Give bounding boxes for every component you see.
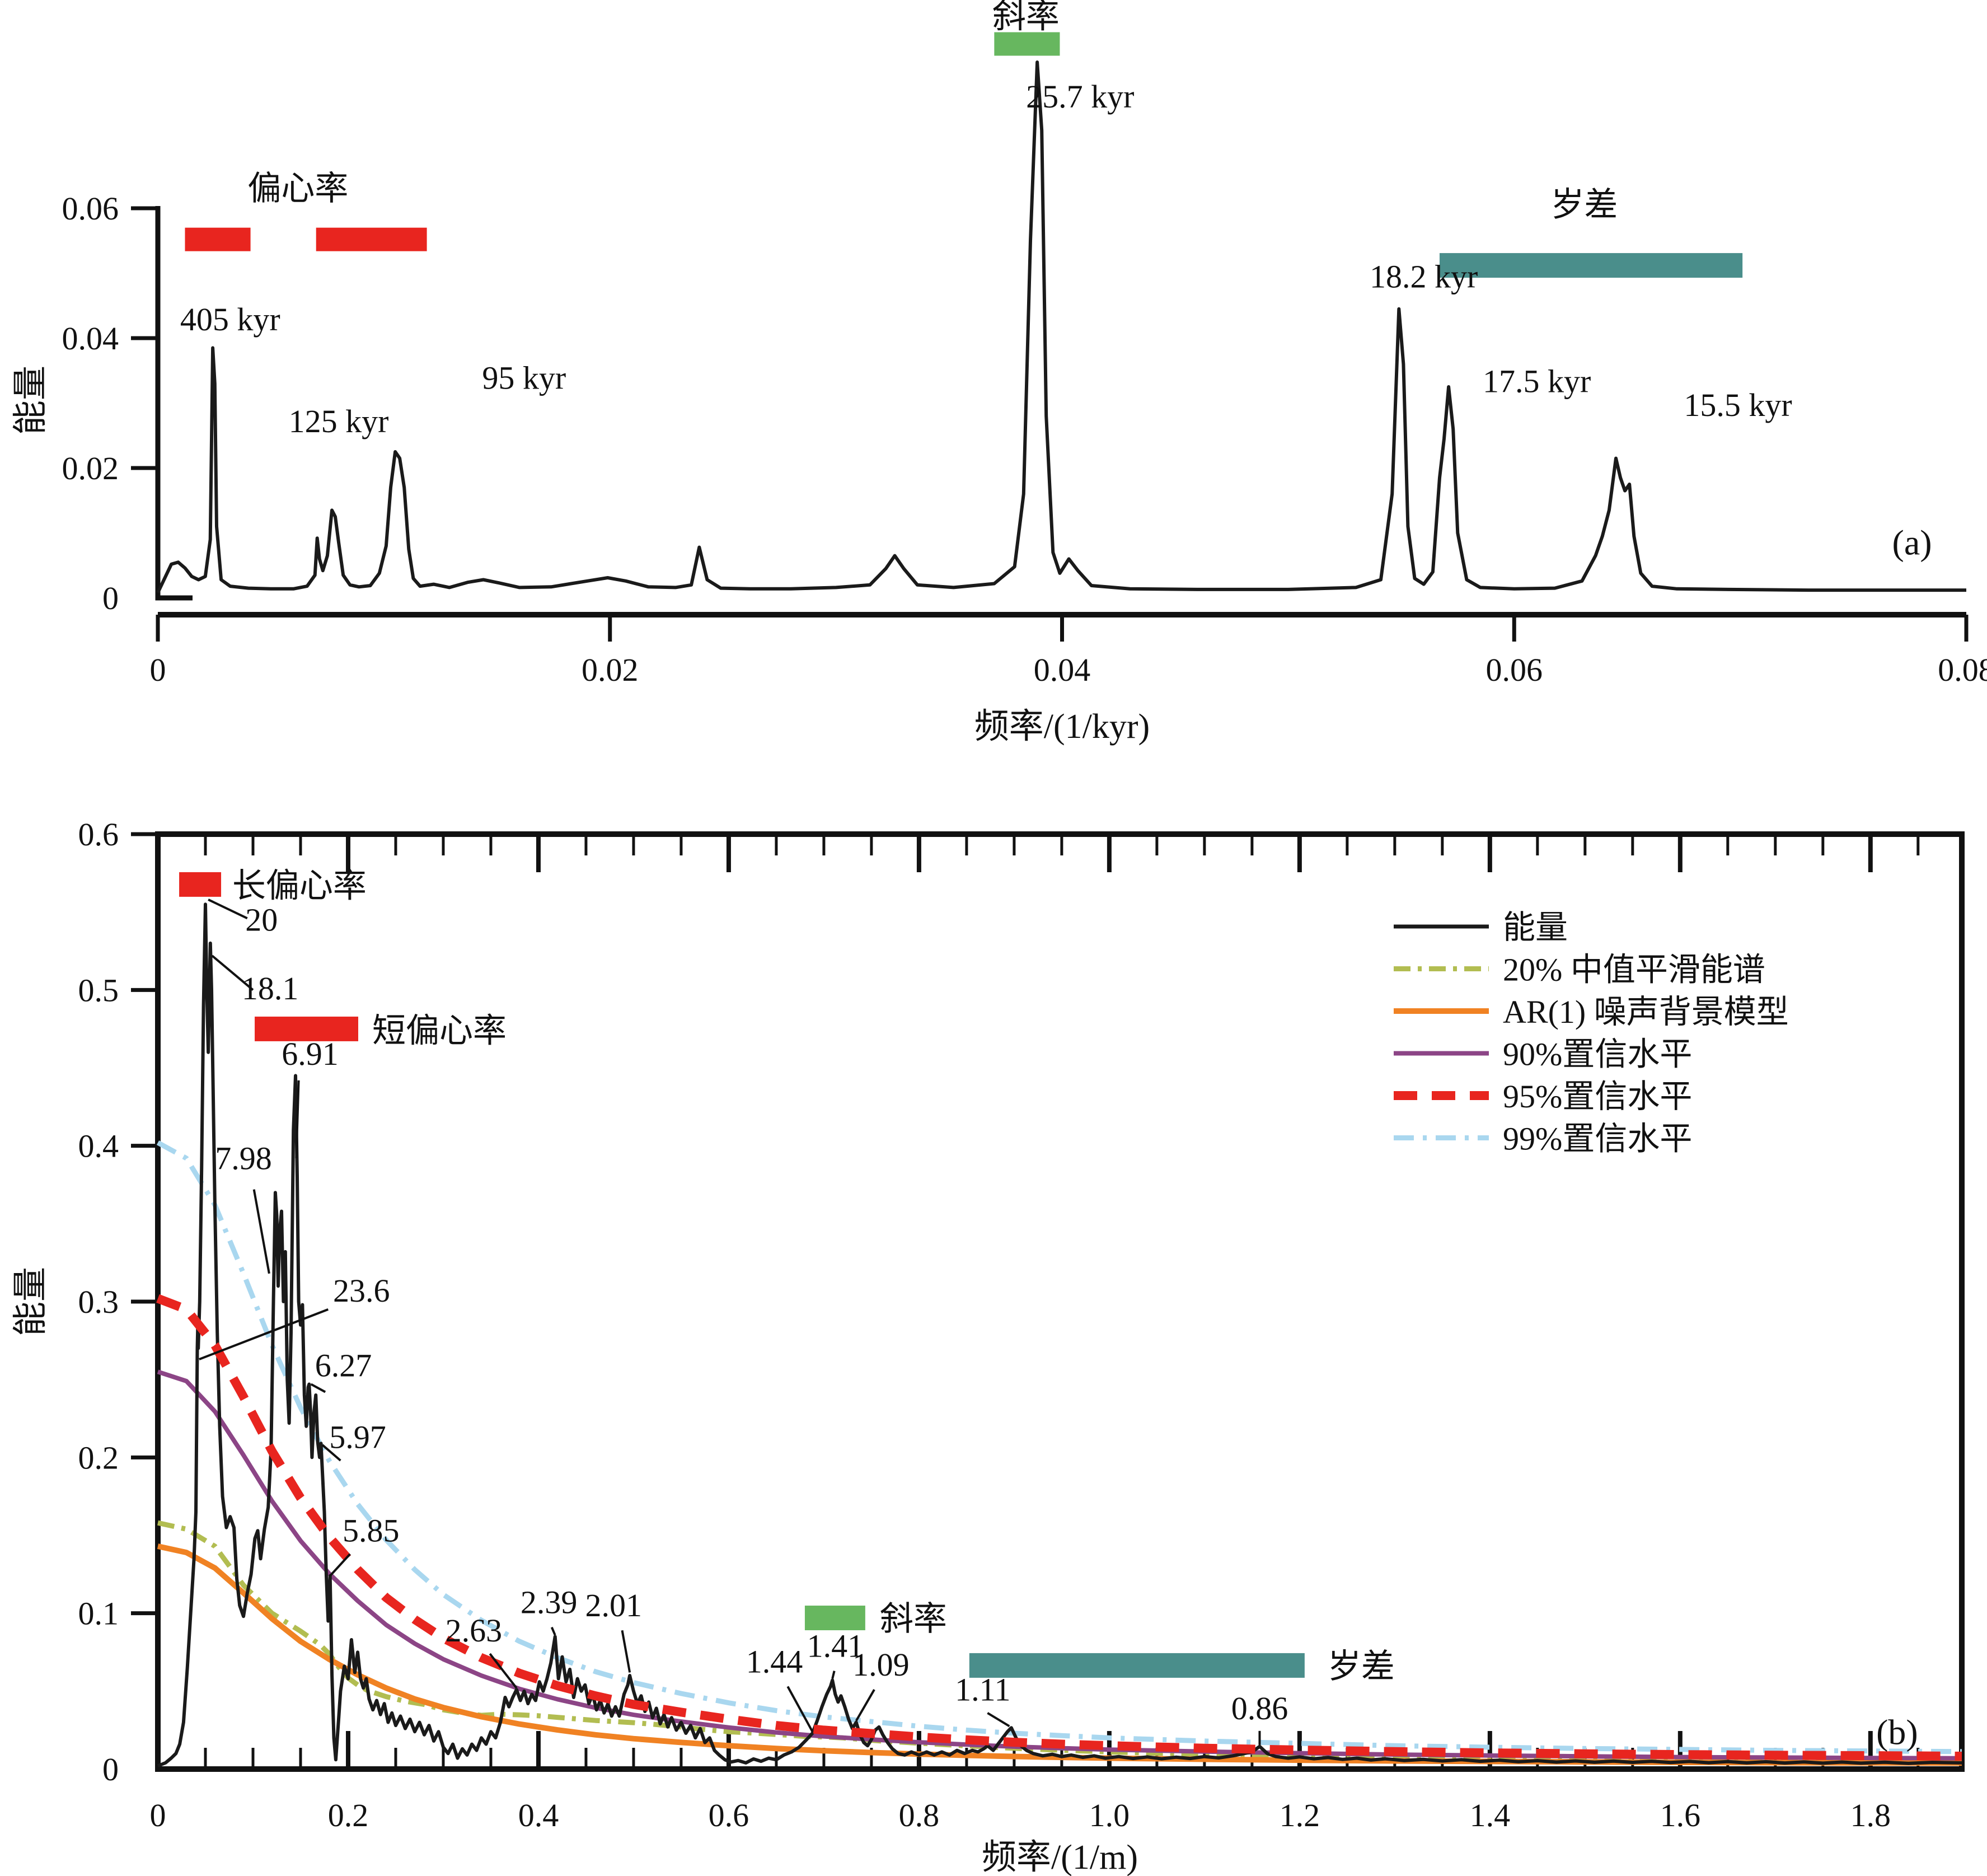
panel-a-precession-label: 岁差 [1550, 186, 1618, 223]
panel-b-series-c95 [156, 1294, 1962, 1761]
panel-a-y-tick-label: 0 [102, 580, 119, 616]
panel-a-x-tick-label: 0 [150, 652, 166, 688]
panel-a-x-tick-label: 0.04 [1034, 652, 1091, 688]
panel-a-peak-405-kyr-label: 405 kyr [180, 301, 280, 338]
panel-a-obliquity-band [994, 32, 1060, 56]
panel-b-peak-6.27-label: 6.27 [315, 1348, 372, 1384]
panel-b-peak-5.85-label: 5.85 [343, 1513, 400, 1549]
panel-b-precession-band [969, 1653, 1305, 1678]
panel-b-obliquity-band [804, 1606, 865, 1631]
panel-b-peak-18.1-leader [211, 955, 254, 991]
panel-a-y-tick-label: 0.02 [62, 450, 119, 486]
panel-b-x-tick-label: 1.0 [1089, 1797, 1130, 1833]
panel-b-peak-1.41-leader [831, 1671, 836, 1679]
panel-b-peak-2.01-label: 2.01 [585, 1587, 642, 1624]
panel-b-long-eccentricity-label: 长偏心率 [232, 868, 367, 905]
legend-item-energy: 能量 [1503, 909, 1568, 946]
panel-b-y-tick-label: 0 [102, 1751, 119, 1788]
panel-a-peak-17.5-kyr-label: 17.5 kyr [1483, 363, 1591, 399]
panel-a-x-axis-title: 频率/(1/kyr) [974, 708, 1150, 746]
panel-b-x-tick-label: 0 [150, 1797, 166, 1833]
panel-b-peak-1.44-leader [786, 1686, 814, 1733]
panel-b-x-tick-label: 1.6 [1660, 1797, 1701, 1833]
panel-b-y-tick-label: 0.4 [78, 1128, 119, 1164]
panel-b-peak-0.86-label: 0.86 [1231, 1690, 1288, 1727]
panel-a-x-tick-label: 0.06 [1486, 652, 1543, 688]
panel-b-peak-5.97-label: 5.97 [329, 1419, 386, 1456]
panel-b-y-tick-label: 0.2 [78, 1439, 119, 1476]
panel-a-eccentricity-band-left [185, 227, 251, 251]
panel-b-y-tick-label: 0.3 [78, 1284, 119, 1320]
panel-b-precession-label: 岁差 [1328, 1648, 1395, 1685]
panel-b-panel-b-tag-label: (b) [1876, 1712, 1918, 1752]
panel-a-x-tick-label: 0.08 [1938, 652, 1987, 688]
panel-a-eccentricity-band-right [316, 227, 427, 251]
panel-a-eccentricity-label: 偏心率 [247, 170, 348, 207]
panel-b-peak-18.1-label: 18.1 [242, 970, 299, 1007]
panel-b-y-axis-title: 能量 [12, 1267, 50, 1336]
panel-b-peak-1.41-label: 1.41 [807, 1628, 864, 1664]
panel-b-peak-2.01-leader [621, 1630, 631, 1673]
panel-b-peak-5.97-leader [321, 1444, 341, 1462]
panel-b-peak-6.91-label: 6.91 [282, 1036, 339, 1072]
panel-b-x-tick-label: 1.4 [1470, 1797, 1511, 1833]
panel-b-x-axis-title: 频率/(1/m) [982, 1838, 1138, 1876]
panel-b-peak-23.6-label: 23.6 [333, 1273, 390, 1309]
panel-a-y-axis [155, 206, 193, 601]
legend-item-ar1: AR(1) 噪声背景模型 [1503, 994, 1789, 1030]
panel-a-peak-15.5-kyr-label: 15.5 kyr [1684, 387, 1792, 423]
panel-b-peak-7.98-leader [252, 1189, 270, 1274]
panel-a-y-tick-label: 0.04 [62, 320, 119, 357]
panel-b-x-tick-label: 0.2 [328, 1797, 369, 1833]
panel-a-y-tick-label: 0.06 [62, 190, 119, 227]
panel-b-peak-7.98-label: 7.98 [215, 1140, 272, 1176]
panel-b-peak-1.09-label: 1.09 [852, 1646, 910, 1683]
legend-item-median: 20% 中值平滑能谱 [1503, 952, 1765, 988]
panel-b-y-tick-label: 0.5 [78, 972, 119, 1008]
panel-b-x-tick-label: 0.8 [899, 1797, 940, 1833]
panel-b-peak-1.44-label: 1.44 [746, 1643, 803, 1679]
panel-b-x-tick-label: 1.8 [1850, 1797, 1891, 1833]
panel-b-y-tick-label: 0.6 [78, 816, 119, 853]
panel-b-peak-2.63-leader [489, 1653, 518, 1689]
legend-item-c90: 90%置信水平 [1503, 1036, 1692, 1073]
panel-b-peak-20-label: 20 [245, 902, 278, 938]
panel-b-peak-1.11-leader [987, 1712, 1010, 1728]
panel-a-peak-18.2-kyr-label: 18.2 kyr [1370, 259, 1478, 295]
panel-a-peak-95-kyr-label: 95 kyr [482, 359, 566, 396]
panel-b-peak-1.11-label: 1.11 [955, 1672, 1010, 1708]
panel-b-peak-20-leader [208, 899, 248, 920]
panel-b-x-tick-label: 1.2 [1280, 1797, 1320, 1833]
legend-item-c95: 95%置信水平 [1503, 1078, 1692, 1115]
panel-b-short-eccentricity-band [255, 1016, 358, 1041]
panel-b-peak-5.85-leader [329, 1553, 351, 1577]
panel-b-x-tick-label: 0.4 [518, 1797, 559, 1833]
panel-b-peak-2.63-label: 2.63 [446, 1612, 503, 1649]
panel-a-x-tick-label: 0.02 [582, 652, 639, 688]
panel-b-series-energy [157, 902, 1962, 1768]
panel-b-x-tick-label: 0.6 [709, 1797, 749, 1833]
panel-a-y-axis-title: 能量 [12, 366, 50, 435]
panel-b-peak-6.91-leader [295, 1080, 300, 1158]
panel-b-short-eccentricity-label: 短偏心率 [372, 1013, 507, 1050]
panel-b-peak-6.27-leader [310, 1383, 326, 1393]
panel-b-y-tick-label: 0.1 [78, 1596, 119, 1632]
panel-a-series-energy [156, 60, 1966, 593]
panel-a-precession-band [1439, 253, 1743, 278]
panel-b-peak-1.09-leader [855, 1689, 875, 1721]
panel-a-obliquity-label: 斜率 [992, 0, 1060, 35]
panel-a-peak-25.7-kyr-label: 25.7 kyr [1026, 78, 1134, 115]
panel-b-peak-23.6-leader [199, 1308, 329, 1360]
legend-item-c99: 99%置信水平 [1503, 1121, 1692, 1157]
panel-b-peak-2.39-leader [550, 1626, 556, 1636]
panel-b-obliquity-label: 斜率 [880, 1601, 947, 1638]
panel-a-peak-125-kyr-label: 125 kyr [289, 403, 389, 439]
panel-a-panel-a-tag-label: (a) [1892, 522, 1932, 562]
panel-b-long-eccentricity-band [179, 872, 222, 897]
panel-b-peak-2.39-label: 2.39 [521, 1584, 578, 1621]
